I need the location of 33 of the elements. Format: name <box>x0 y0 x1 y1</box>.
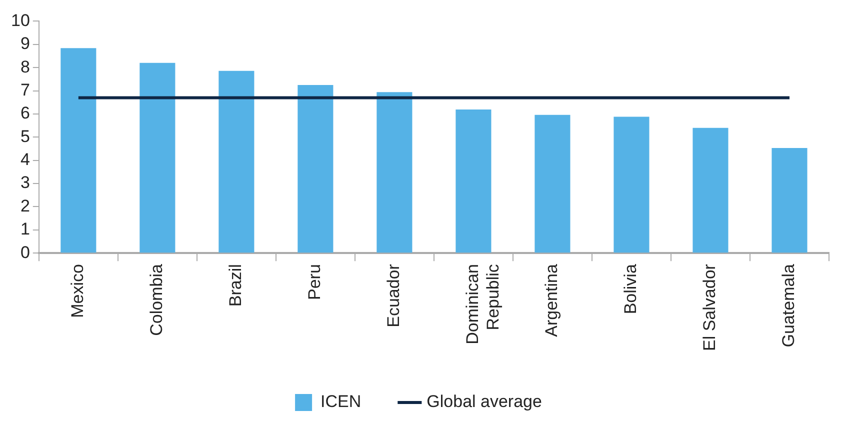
bar <box>140 62 176 253</box>
bar <box>534 114 570 253</box>
bar <box>692 128 728 253</box>
bar <box>772 148 808 253</box>
bar <box>614 116 650 253</box>
x-tick-label: Bolivia <box>621 264 640 314</box>
x-tick-label: Mexico <box>68 264 88 318</box>
y-tick-label: 3 <box>20 173 30 192</box>
bar <box>218 70 254 253</box>
y-tick-label: 0 <box>20 242 30 262</box>
y-tick-label: 6 <box>20 104 30 123</box>
x-tick-label: Peru <box>305 264 324 300</box>
x-tick-label: Argentina <box>542 264 562 337</box>
y-tick-label: 9 <box>20 34 30 54</box>
y-tick-label: 5 <box>20 126 30 146</box>
y-tick-label: 4 <box>20 150 30 170</box>
y-tick-label: 10 <box>10 10 30 30</box>
x-tick-label: Dominican Republic <box>463 264 503 344</box>
x-tick-label: Guatemala <box>779 264 798 348</box>
y-tick-label: 7 <box>20 80 30 100</box>
bar <box>298 84 334 253</box>
x-tick-label: El Salvador <box>700 264 720 352</box>
x-tick-label: Ecuador <box>384 264 404 328</box>
legend-label: Global average <box>426 392 542 412</box>
x-tick-label: Colombia <box>147 264 166 336</box>
bar <box>376 92 412 253</box>
bar <box>456 110 492 253</box>
y-tick-label: 2 <box>20 196 30 216</box>
bar <box>60 48 96 253</box>
y-tick-label: 8 <box>20 57 30 76</box>
y-tick-label: 1 <box>20 220 30 239</box>
legend-label: ICEN <box>320 392 362 412</box>
x-tick-label: Brazil <box>226 264 246 307</box>
